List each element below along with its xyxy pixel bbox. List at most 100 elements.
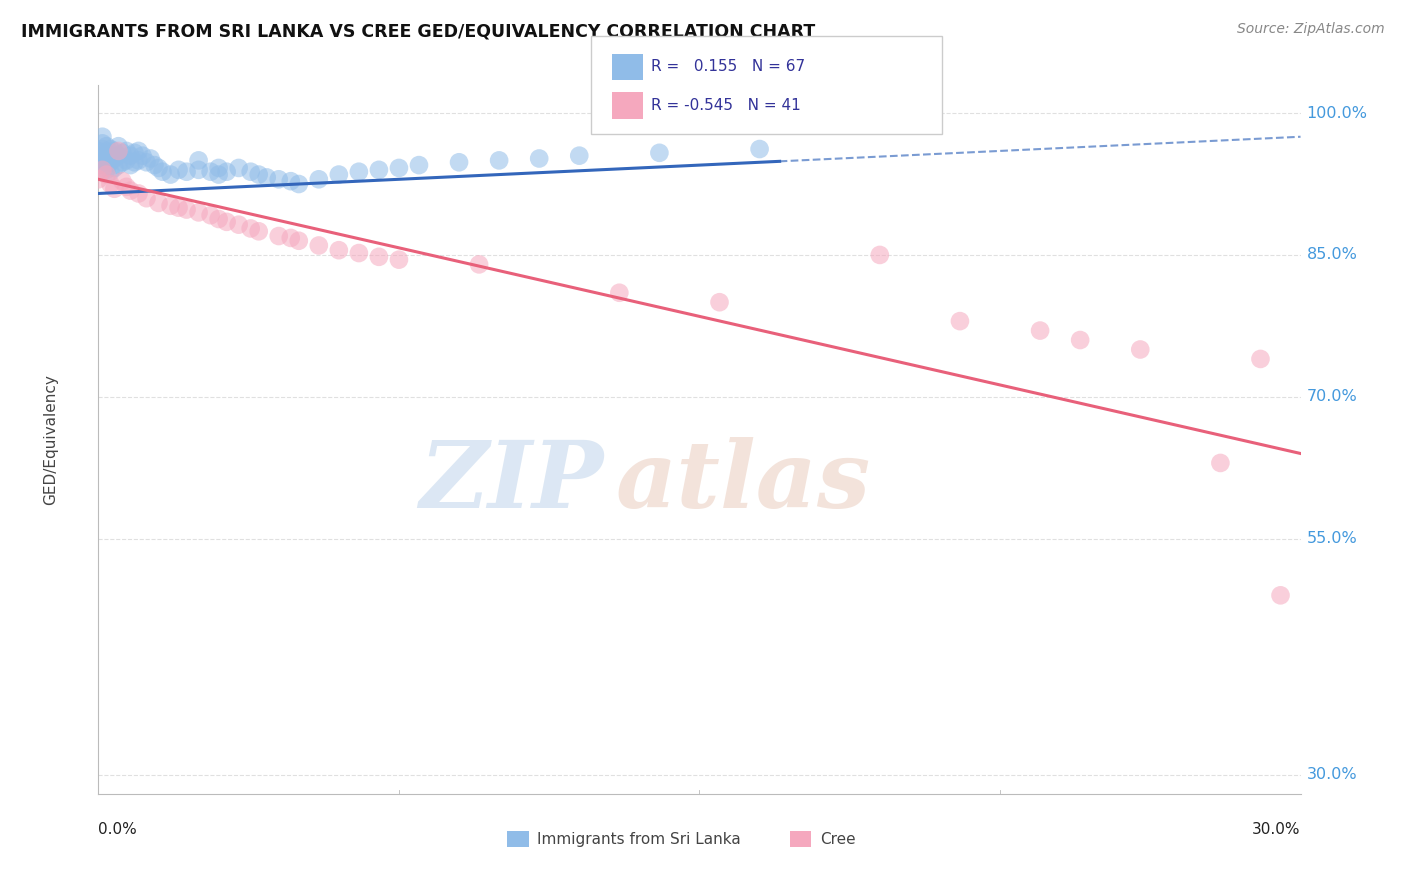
Point bbox=[111, 174, 134, 188]
Point bbox=[120, 148, 142, 162]
Point bbox=[408, 158, 430, 172]
Point bbox=[107, 148, 129, 162]
Point bbox=[288, 177, 311, 191]
Point bbox=[120, 184, 142, 198]
Point bbox=[100, 142, 122, 156]
Point bbox=[111, 145, 134, 160]
Point bbox=[87, 158, 110, 172]
Point bbox=[87, 148, 110, 162]
Point bbox=[1209, 456, 1232, 470]
Point bbox=[91, 136, 114, 151]
Text: atlas: atlas bbox=[616, 437, 870, 527]
Point bbox=[128, 144, 150, 158]
Point bbox=[748, 142, 770, 156]
Point bbox=[143, 158, 166, 172]
Point bbox=[208, 212, 231, 227]
Point bbox=[1029, 324, 1052, 338]
Point bbox=[100, 177, 122, 191]
Text: 100.0%: 100.0% bbox=[1306, 105, 1368, 120]
Point bbox=[135, 191, 157, 205]
Point bbox=[107, 139, 129, 153]
Point bbox=[107, 144, 129, 158]
Point bbox=[100, 155, 122, 169]
Point bbox=[215, 165, 238, 179]
Point bbox=[159, 199, 181, 213]
Point bbox=[87, 153, 110, 168]
Point bbox=[609, 285, 631, 300]
Point bbox=[308, 238, 330, 252]
Point bbox=[529, 152, 551, 166]
Point bbox=[388, 252, 411, 267]
Bar bbox=[790, 831, 811, 847]
Point bbox=[131, 148, 153, 162]
Point bbox=[96, 153, 118, 168]
Point bbox=[869, 248, 891, 262]
Point bbox=[247, 168, 270, 182]
Text: Source: ZipAtlas.com: Source: ZipAtlas.com bbox=[1237, 22, 1385, 37]
Text: GED/Equivalency: GED/Equivalency bbox=[42, 374, 58, 505]
Point bbox=[308, 172, 330, 186]
Point bbox=[256, 170, 278, 185]
Point bbox=[347, 165, 370, 179]
Point bbox=[468, 257, 491, 271]
Text: 85.0%: 85.0% bbox=[1306, 247, 1357, 262]
Point bbox=[239, 221, 262, 235]
Point bbox=[1250, 351, 1272, 366]
Text: 30.0%: 30.0% bbox=[1306, 767, 1357, 782]
Point bbox=[267, 229, 290, 244]
Point bbox=[135, 155, 157, 169]
Point bbox=[152, 165, 174, 179]
Point bbox=[328, 168, 350, 182]
Point bbox=[148, 161, 170, 175]
Point bbox=[167, 162, 190, 177]
Point bbox=[1270, 588, 1292, 602]
Point bbox=[200, 165, 222, 179]
Point bbox=[368, 250, 391, 264]
Point bbox=[949, 314, 972, 328]
Point bbox=[148, 196, 170, 211]
Point bbox=[115, 144, 138, 158]
Point bbox=[96, 139, 118, 153]
Point bbox=[447, 155, 470, 169]
Point bbox=[215, 215, 238, 229]
Point bbox=[96, 162, 118, 177]
Point bbox=[568, 148, 591, 162]
Point bbox=[100, 148, 122, 162]
Point bbox=[1069, 333, 1091, 347]
Point bbox=[96, 168, 118, 182]
Point bbox=[100, 165, 122, 179]
Text: 30.0%: 30.0% bbox=[1253, 822, 1301, 838]
Text: 70.0%: 70.0% bbox=[1306, 389, 1357, 404]
Point bbox=[115, 153, 138, 168]
Point bbox=[111, 155, 134, 169]
Text: 55.0%: 55.0% bbox=[1306, 531, 1357, 546]
Point bbox=[488, 153, 510, 168]
Text: ZIP: ZIP bbox=[419, 437, 603, 527]
Point bbox=[388, 161, 411, 175]
Point bbox=[247, 224, 270, 238]
Point bbox=[91, 162, 114, 177]
Point bbox=[167, 201, 190, 215]
Point bbox=[288, 234, 311, 248]
Point bbox=[107, 158, 129, 172]
Point bbox=[208, 161, 231, 175]
Point bbox=[87, 144, 110, 158]
Point bbox=[328, 244, 350, 258]
Point bbox=[103, 161, 125, 175]
Point bbox=[91, 142, 114, 156]
Point bbox=[103, 144, 125, 158]
Text: 0.0%: 0.0% bbox=[98, 822, 138, 838]
Text: Cree: Cree bbox=[820, 831, 855, 847]
Point bbox=[91, 129, 114, 144]
Point bbox=[228, 218, 250, 232]
Point bbox=[228, 161, 250, 175]
Point bbox=[347, 246, 370, 260]
Point bbox=[187, 205, 209, 219]
Text: R = -0.545   N = 41: R = -0.545 N = 41 bbox=[651, 98, 801, 112]
Point bbox=[91, 153, 114, 168]
Text: IMMIGRANTS FROM SRI LANKA VS CREE GED/EQUIVALENCY CORRELATION CHART: IMMIGRANTS FROM SRI LANKA VS CREE GED/EQ… bbox=[21, 22, 815, 40]
Text: Immigrants from Sri Lanka: Immigrants from Sri Lanka bbox=[537, 831, 741, 847]
Point bbox=[200, 208, 222, 222]
Point bbox=[128, 153, 150, 168]
Point bbox=[280, 231, 302, 245]
